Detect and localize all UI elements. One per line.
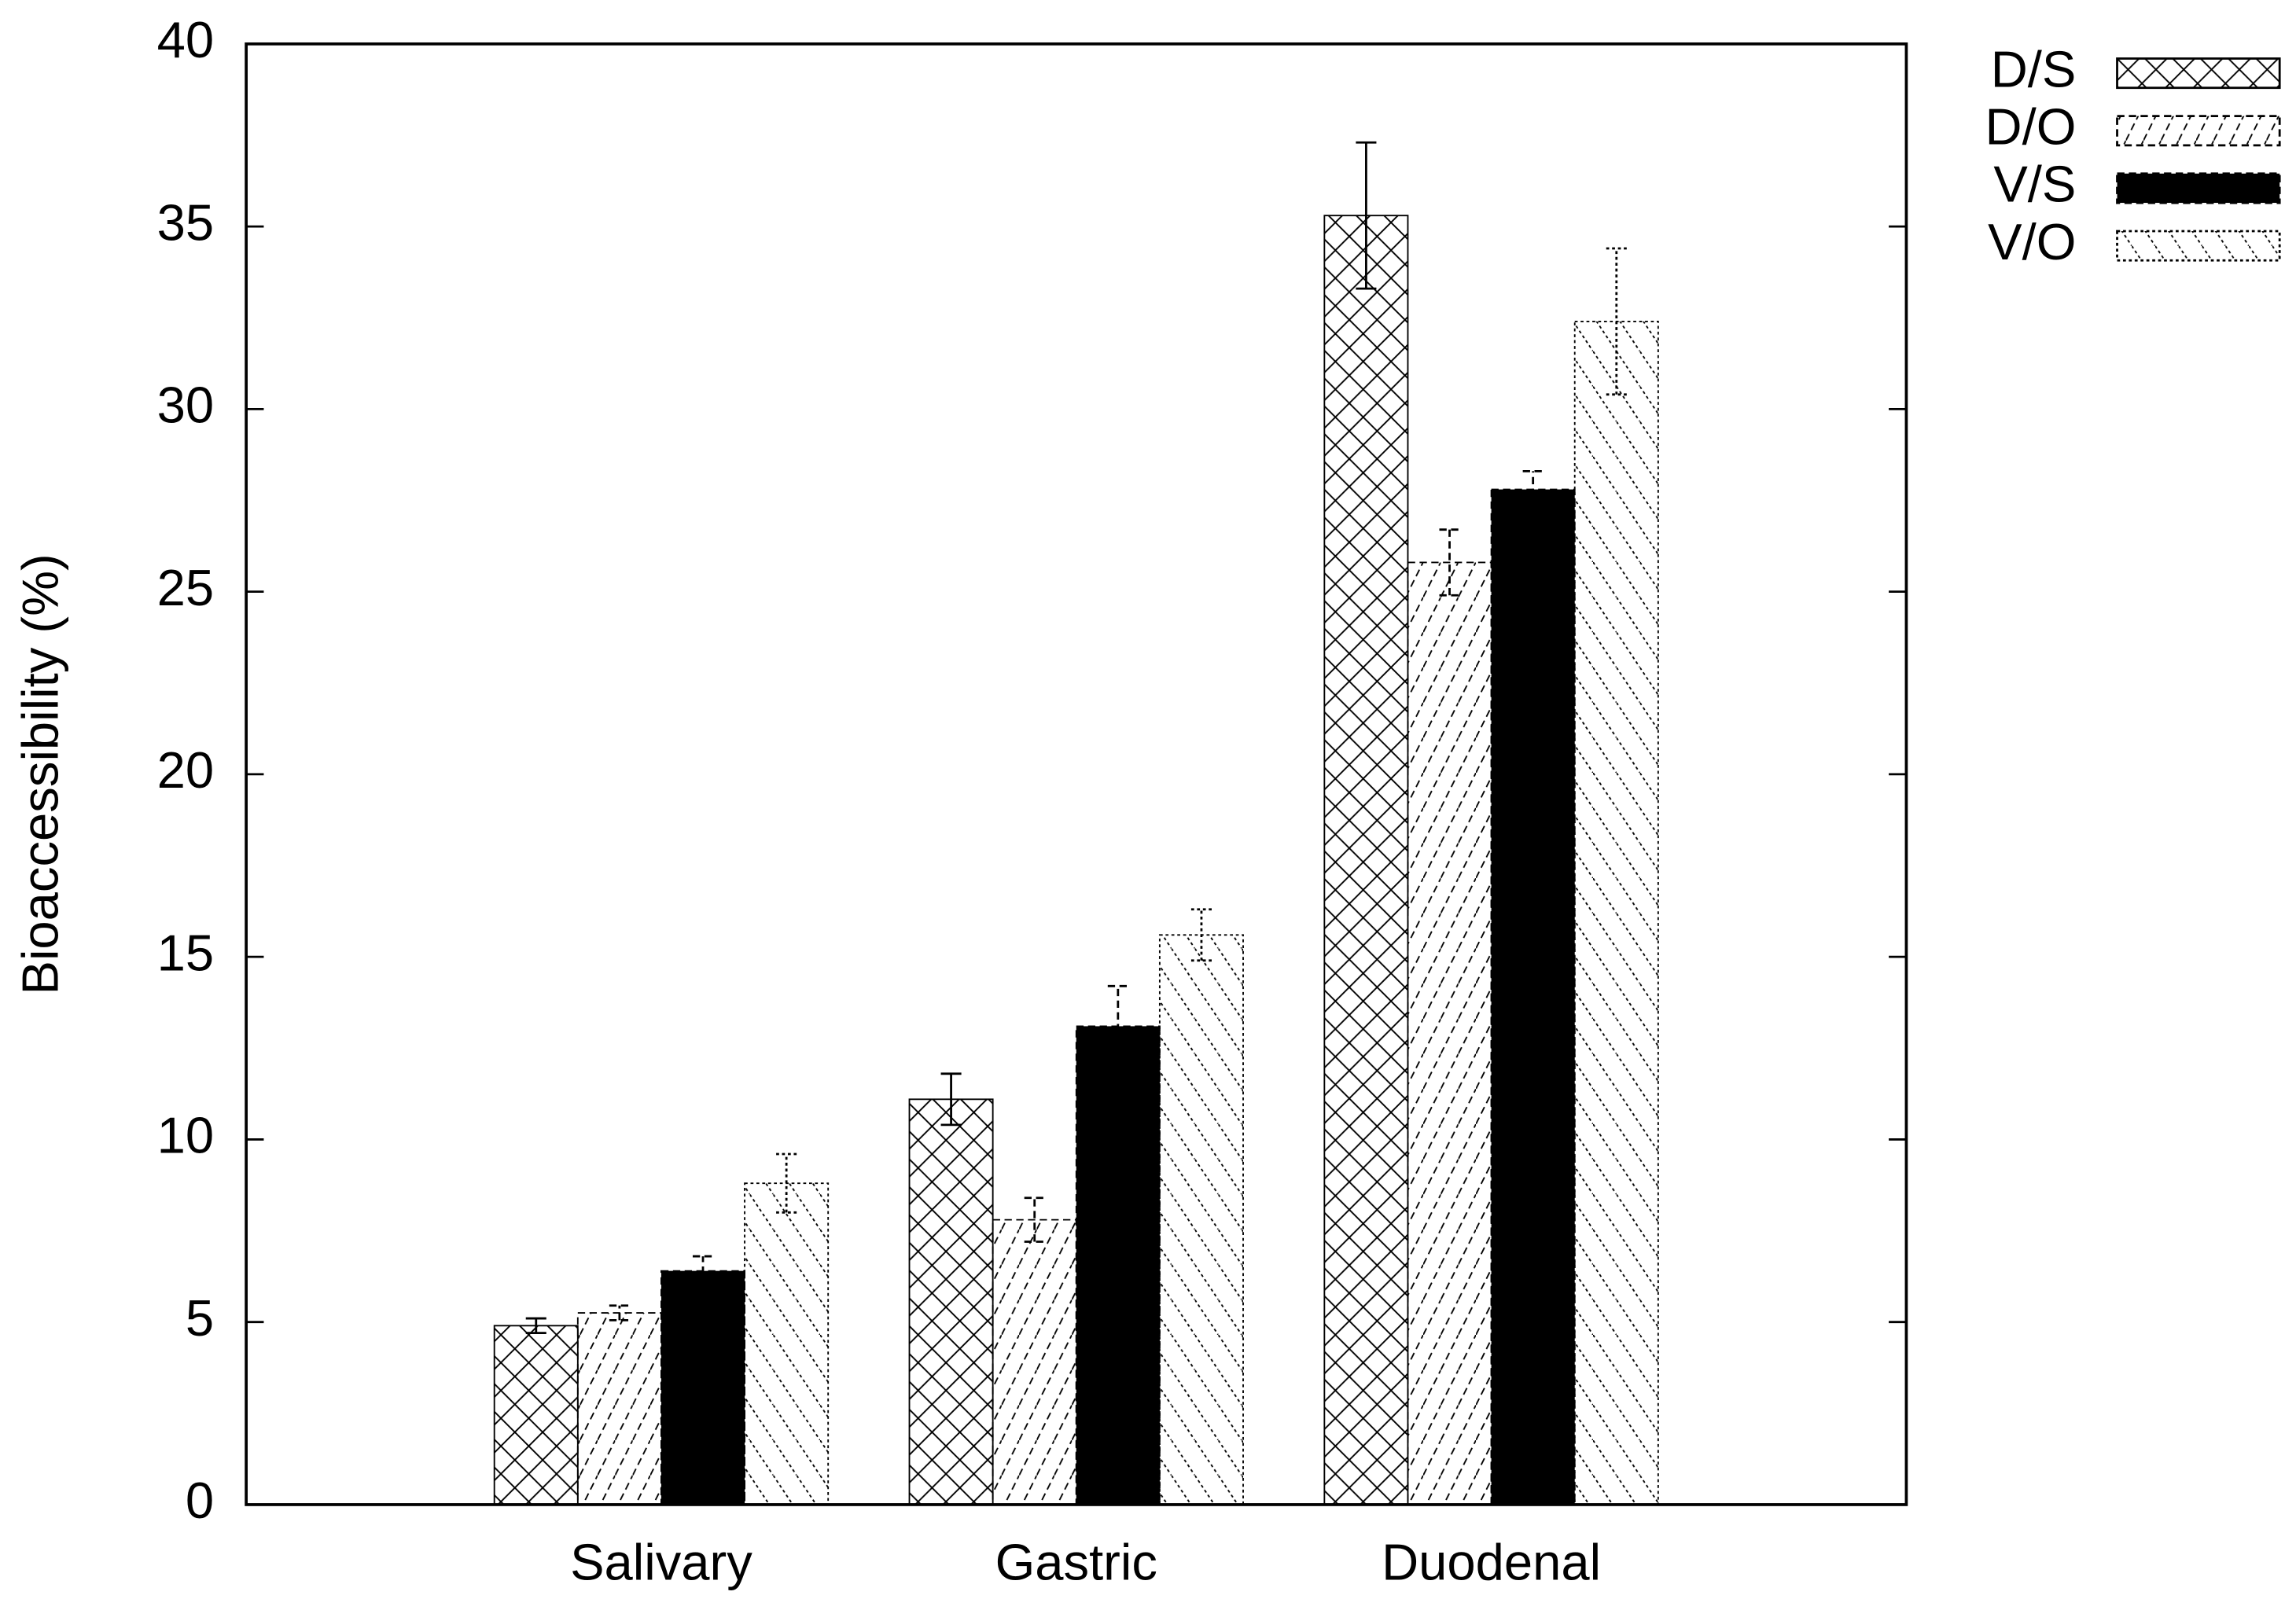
y-tick-label: 30: [157, 377, 214, 434]
bar: [992, 1219, 1077, 1505]
x-tick-label: Duodenal: [1382, 1533, 1601, 1590]
error-bar: [1522, 469, 1544, 509]
bar: [1407, 561, 1492, 1505]
bar: [1158, 934, 1244, 1505]
y-axis-label: Bioaccessibility (%): [11, 553, 68, 994]
legend-label: V/O: [1988, 213, 2076, 270]
error-bar: [609, 1304, 630, 1321]
bar: [744, 1182, 830, 1505]
error-bar: [1439, 528, 1460, 597]
bar: [660, 1270, 745, 1505]
legend-swatch: [2116, 230, 2281, 262]
y-tick-label: 20: [157, 741, 214, 799]
legend-label: V/S: [1993, 156, 2076, 213]
y-tick-label: 15: [157, 924, 214, 981]
bar: [1490, 488, 1576, 1505]
bar: [1323, 215, 1409, 1505]
bar: [1573, 320, 1659, 1505]
error-bar: [1190, 908, 1212, 962]
legend-swatch: [2116, 115, 2281, 147]
error-bar: [525, 1317, 546, 1335]
error-bar: [1606, 247, 1627, 396]
legend-label: D/S: [1991, 40, 2077, 97]
legend-swatch: [2116, 172, 2281, 204]
y-tick-label: 25: [157, 559, 214, 616]
bar: [908, 1098, 994, 1505]
y-tick-label: 5: [186, 1289, 214, 1347]
bar: [1075, 1025, 1161, 1505]
bar: [493, 1325, 579, 1505]
y-tick-label: 10: [157, 1107, 214, 1164]
y-tick-label: 0: [186, 1472, 214, 1529]
y-tick-label: 40: [157, 11, 214, 68]
bar: [576, 1312, 662, 1505]
x-tick-label: Gastric: [995, 1533, 1157, 1590]
legend-swatch: [2116, 57, 2281, 90]
error-bar: [1024, 1196, 1045, 1243]
error-bar: [940, 1072, 962, 1127]
x-tick-label: Salivary: [570, 1533, 752, 1590]
legend-label: D/O: [1985, 97, 2077, 155]
y-tick-label: 35: [157, 193, 214, 251]
error-bar: [1356, 141, 1377, 290]
error-bar: [776, 1152, 797, 1214]
